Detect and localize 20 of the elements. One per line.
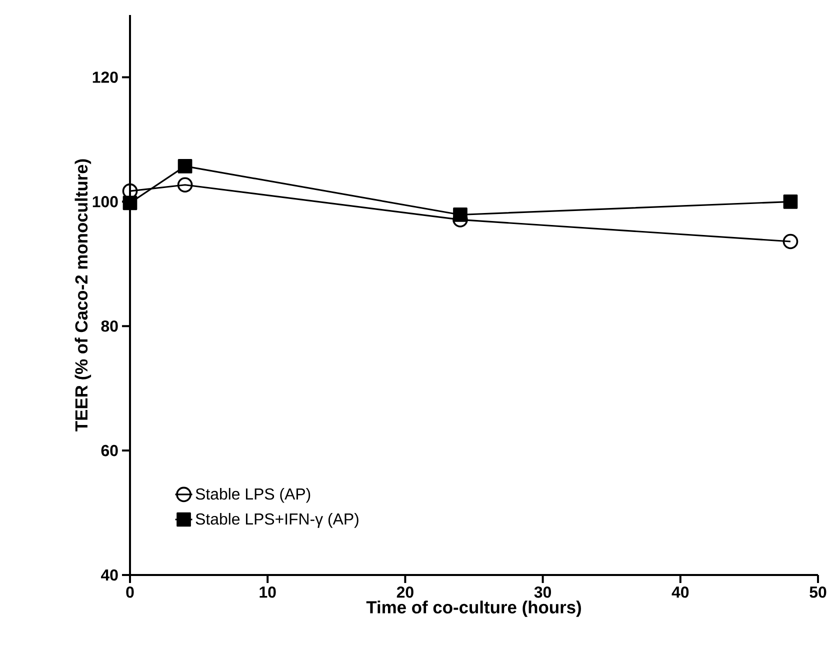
point bbox=[177, 177, 193, 193]
y-tick-label: 120 bbox=[92, 72, 118, 83]
x-axis-title: Time of co-culture (hours) bbox=[366, 600, 581, 617]
x-tick-label: 30 bbox=[534, 586, 551, 598]
y-tick-label: 60 bbox=[101, 444, 118, 456]
x-tick-label: 0 bbox=[126, 586, 134, 598]
legend-label: Stable LPS (AP) bbox=[196, 488, 310, 503]
y-tick-label: 80 bbox=[101, 320, 118, 332]
point bbox=[783, 194, 798, 209]
y-axis-title: TEER (% of Caco-2 monoculture) bbox=[74, 159, 92, 432]
y-tick-label: 40 bbox=[100, 569, 118, 581]
legend-label: Stable LPS+IFN-γ (AP) bbox=[196, 512, 358, 528]
x-tick-label: 10 bbox=[260, 586, 276, 598]
x-tick-label: 20 bbox=[396, 586, 414, 598]
point bbox=[122, 196, 138, 210]
point bbox=[782, 234, 798, 250]
x-tick-label: 50 bbox=[810, 586, 826, 598]
y-tick-label: 100 bbox=[92, 196, 118, 208]
x-tick-label: 40 bbox=[672, 586, 689, 598]
point bbox=[178, 159, 192, 174]
